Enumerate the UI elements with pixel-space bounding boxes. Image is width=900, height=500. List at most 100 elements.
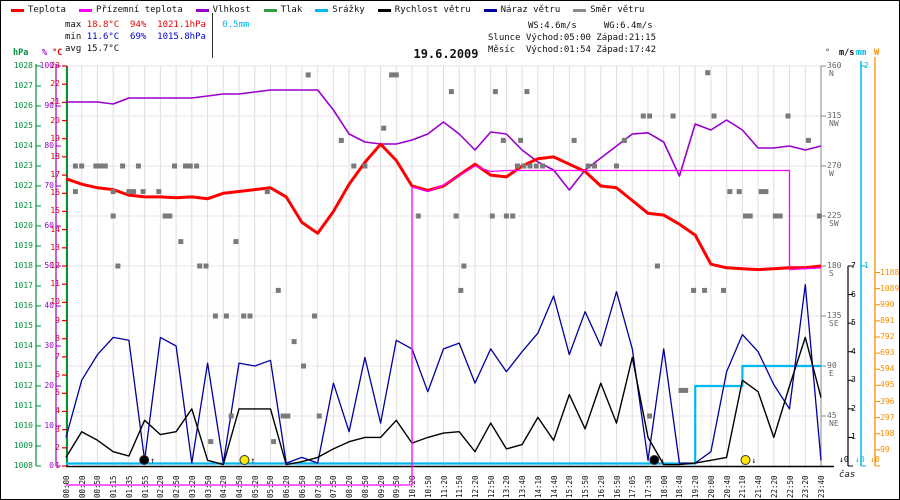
hpa-tick-label: 1022 <box>13 181 33 190</box>
hpa-tick-label: 1019 <box>13 241 33 250</box>
moon-label: Měsíc <box>488 45 516 55</box>
legend-item-naraz-vetru: Náraz větru <box>483 5 560 15</box>
direction-tick-label: 360 <box>827 61 842 70</box>
direction-tick-label: 45 <box>827 411 837 420</box>
celsius-tick-label: 7 <box>55 351 60 361</box>
hpa-tick-label: 1013 <box>13 361 33 370</box>
celsius-tick-label: 21 <box>50 97 60 107</box>
hpa-tick-label: 1011 <box>13 401 33 410</box>
hpa-tick-label: 1012 <box>13 381 33 390</box>
srazky-line-icon <box>315 8 329 12</box>
celsius-tick-label: 6 <box>55 370 60 380</box>
hpa-tick-label: 1025 <box>13 121 33 130</box>
direction-tick-label: 225 <box>827 211 842 220</box>
direction-compass-label: SW <box>829 219 839 228</box>
vlhkost-line-icon <box>195 8 209 12</box>
direction-tick-label: 270 <box>827 161 842 170</box>
min-humidity: 69% <box>130 32 147 42</box>
hpa-tick-label: 1015 <box>13 321 33 330</box>
hpa-tick-label: 1010 <box>13 421 33 430</box>
celsius-tick-label: 14 <box>50 224 60 234</box>
celsius-tick-label: 22 <box>50 79 60 89</box>
hpa-tick-label: 1028 <box>13 61 33 70</box>
wind-gust-max: WG:6.4m/s <box>603 21 653 31</box>
direction-compass-label: W <box>829 169 834 178</box>
stats-row-max: max 18.8°C 94% 1021.1hPa 0.5mm <box>65 20 249 30</box>
max-pressure: 1021.1hPa <box>157 20 206 30</box>
radiation-w-tick-label: 594 <box>880 364 895 374</box>
direction-tick-label: 180 <box>827 261 842 270</box>
hpa-tick-label: 1023 <box>13 161 33 170</box>
moonset-time: Západ:17:42 <box>596 45 656 55</box>
rychlost-line-icon <box>377 8 391 12</box>
hpa-tick-label: 1016 <box>13 301 33 310</box>
radiation-w-tick-label: 297 <box>880 412 895 422</box>
celsius-tick-label: 16 <box>50 188 60 198</box>
celsius-tick-label: 2 <box>55 442 60 452</box>
celsius-tick-label: 10 <box>50 297 60 307</box>
max-label: max <box>65 20 82 30</box>
sun-moon-wind-stats: WS:4.6m/s WG:6.4m/s Slunce Východ:05:00 … <box>488 20 656 56</box>
humidity-tick-label: 50 <box>44 261 54 270</box>
max-temp: 18.8°C <box>86 20 120 30</box>
hpa-tick-label: 1009 <box>13 441 33 450</box>
legend-label: Tlak <box>280 5 303 15</box>
avg-label: avg <box>65 44 82 54</box>
radiation-w-tick-label: 396 <box>880 396 895 406</box>
teplota-line-icon <box>11 8 24 12</box>
radiation-w-tick-label: 891 <box>880 315 895 325</box>
celsius-tick-label: 13 <box>50 242 60 252</box>
moonset-marker-arrow-icon: ↓ <box>660 456 665 465</box>
legend-label: Vlhkost <box>212 5 251 15</box>
sunrise-time: Východ:05:00 <box>525 33 591 43</box>
humidity-tick-label: 70 <box>44 181 54 190</box>
chart-title-date: 19.6.2009 <box>413 47 479 61</box>
wind-ms-tick-label: 1 <box>851 432 856 442</box>
humidity-tick-label: 30 <box>44 341 54 350</box>
direction-tick-label: 90 <box>827 361 837 370</box>
hpa-tick-label: 1018 <box>13 261 33 270</box>
celsius-tick-label: 11 <box>50 279 60 289</box>
celsius-tick-label: 20 <box>50 115 60 125</box>
direction-tick-label: 315 <box>827 111 842 120</box>
rain-axis-unit: mm <box>856 48 867 58</box>
celsius-tick-label: 3 <box>55 424 60 434</box>
sunset-marker-arrow-icon: ↓ <box>752 456 757 465</box>
hpa-tick-label: 1008 <box>13 461 33 470</box>
min-temp: 11.6°C <box>86 32 120 42</box>
humidity-tick-label: 60 <box>44 221 54 230</box>
legend-item-srazky: Srážky <box>315 5 365 15</box>
rain-mm-tick-label: 2 <box>864 61 869 70</box>
moonrise-time: Východ:01:54 <box>525 45 591 55</box>
celsius-tick-label: 19 <box>50 133 60 143</box>
legend-label: Srážky <box>332 5 365 15</box>
direction-compass-label: N <box>829 69 834 78</box>
wind-ms-tick-label: 4 <box>851 346 856 356</box>
direction-tick-label: 135 <box>827 311 842 320</box>
direction-compass-label: NE <box>829 419 839 428</box>
humidity-tick-label: 90 <box>44 101 54 110</box>
sunrise-marker <box>239 455 250 465</box>
moonrise-marker-arrow-icon: ↑ <box>150 456 155 465</box>
hpa-tick-label: 1027 <box>13 81 33 90</box>
celsius-tick-label: 5 <box>55 388 60 398</box>
radiation-w-tick-label: 693 <box>880 348 895 358</box>
celsius-tick-label: 8 <box>55 333 60 343</box>
hpa-tick-label: 1024 <box>13 141 33 150</box>
hpa-tick-label: 1021 <box>13 201 33 210</box>
radiation-w-tick-label: 990 <box>880 299 895 309</box>
legend-label: Směr větru <box>590 5 645 15</box>
wind-ms-tick-label: 5 <box>851 318 856 328</box>
legend-item-rychlost-vetru: Rychlost větru <box>377 5 471 15</box>
legend-item-prizemni-teplota: Přízemní teplota <box>78 5 183 15</box>
wind-axis-unit: m/s <box>839 48 855 58</box>
time-axis-unit: čas <box>839 470 856 480</box>
prizemni-line-icon <box>78 8 92 12</box>
stats-row-min: min 11.6°C 69% 1015.8hPa <box>65 32 206 42</box>
max-rain: 0.5mm <box>222 20 250 30</box>
celsius-tick-label: 9 <box>55 315 60 325</box>
direction-compass-label: SE <box>829 319 839 328</box>
hpa-tick-label: 1026 <box>13 101 33 110</box>
